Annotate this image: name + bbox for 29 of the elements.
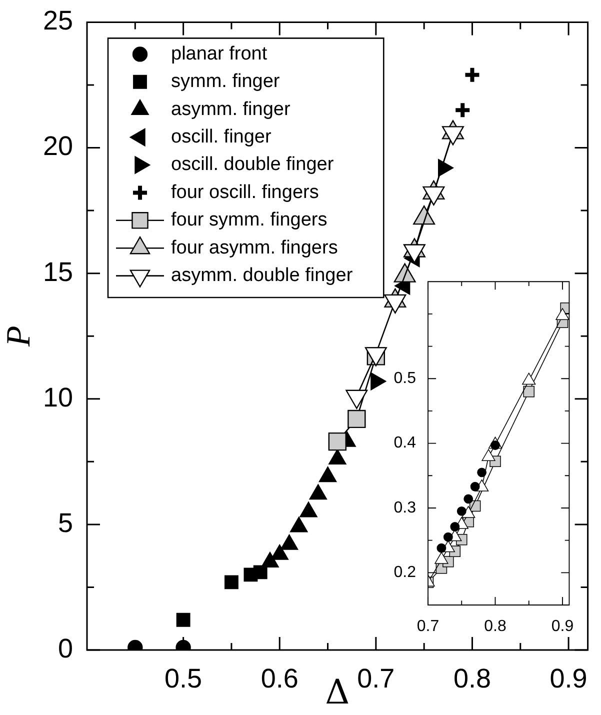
- legend-label: four asymm. fingers: [171, 237, 338, 258]
- x-tick-label: 0.9: [550, 664, 588, 694]
- legend-label: symm. finger: [171, 71, 280, 92]
- legend-label: planar front: [171, 43, 268, 64]
- y-tick-label: 0.4: [394, 434, 416, 452]
- x-tick-label: 0.6: [260, 664, 298, 694]
- x-axis-title: Δ: [325, 672, 350, 712]
- legend-label: oscill. double finger: [171, 154, 334, 176]
- x-tick-label: 0.8: [453, 664, 492, 694]
- legend-label: four oscill. fingers: [171, 182, 319, 203]
- y-axis-title: P: [0, 326, 38, 348]
- legend-label: asymm. finger: [171, 98, 291, 120]
- y-tick-label: 0.5: [394, 370, 416, 388]
- y-tick-label: 25: [42, 6, 73, 36]
- y-tick-label: 0.2: [394, 564, 416, 582]
- x-tick-label: 0.7: [416, 618, 440, 636]
- y-tick-label: 20: [42, 131, 73, 162]
- y-tick-label: 0: [58, 633, 73, 664]
- y-tick-label: 0.3: [394, 499, 416, 516]
- y-tick-label: 15: [42, 256, 73, 287]
- legend-label: asymm. double finger: [171, 265, 354, 286]
- x-tick-label: 0.7: [357, 664, 395, 694]
- x-tick-label: 0.5: [164, 664, 202, 694]
- y-tick-label: 10: [42, 382, 73, 412]
- legend-label: four symm. fingers: [171, 210, 328, 231]
- x-tick-label: 0.9: [551, 618, 574, 636]
- legend-label: oscill. finger: [171, 126, 272, 148]
- x-tick-label: 0.8: [484, 618, 506, 636]
- y-tick-label: 5: [58, 508, 73, 538]
